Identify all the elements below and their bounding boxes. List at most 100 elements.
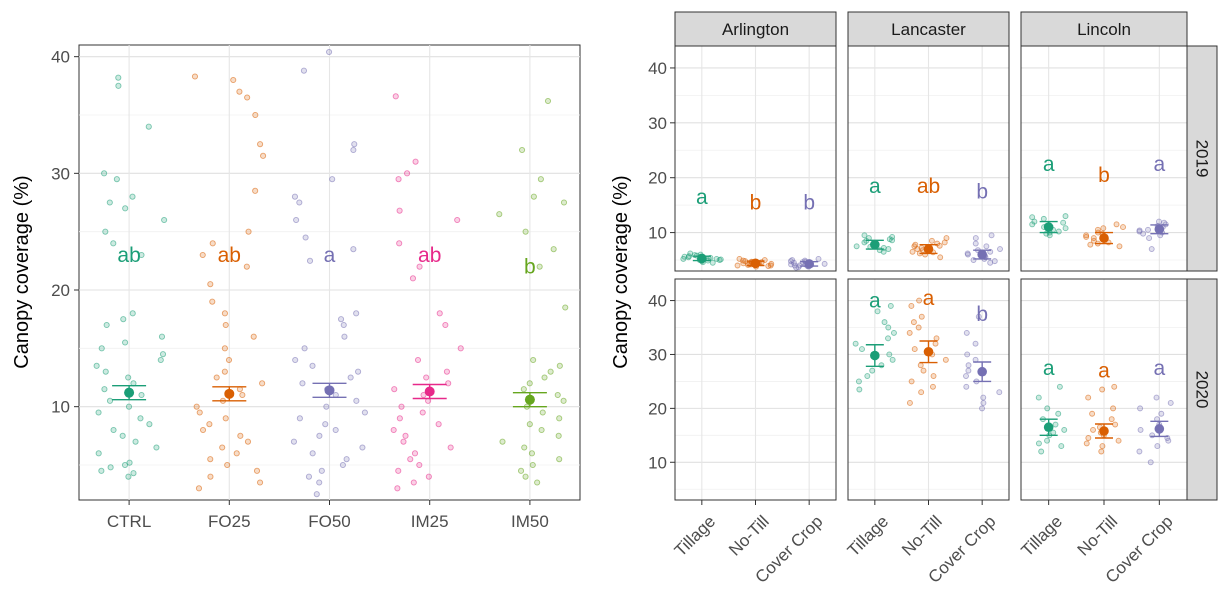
mean-point [1099,426,1109,436]
data-point [983,243,990,250]
data-point [296,199,303,206]
data-point [224,461,231,469]
mean-point [1043,422,1054,433]
data-point [1029,214,1036,221]
mean-point [804,259,814,269]
data-point [355,368,362,375]
data-point [195,485,203,492]
data-point [225,356,233,364]
data-point [409,275,417,282]
data-point [1087,241,1094,248]
data-point [1083,234,1090,240]
facet-strip-label: Lancaster [891,20,966,39]
x-tick-label: Tillage [844,512,892,560]
y-tick-label: 10 [51,398,70,417]
data-point [1110,405,1117,412]
data-point [1167,400,1174,406]
data-point [980,394,987,401]
mean-point [923,244,934,254]
data-point [965,362,972,369]
data-point [556,456,563,463]
mean-point [870,350,880,361]
data-point [988,232,995,239]
data-point [972,340,979,347]
data-point [391,386,398,393]
mean-point [1154,424,1165,434]
mean-point [1154,224,1165,235]
data-point [1099,386,1106,393]
data-point [353,397,360,404]
y-tick-label: 40 [648,59,667,78]
data-point [410,479,417,486]
data-point [332,426,339,434]
data-point [107,464,114,471]
data-point [435,421,442,428]
data-point [316,432,323,439]
data-point [859,346,865,353]
left-gridlines [79,45,580,500]
facet-data-lancaster-2019: a ab b [853,175,1003,266]
y-tick-label: 10 [648,453,667,472]
data-point [222,321,229,329]
data-point [521,444,528,451]
data-point [889,237,896,244]
data-point [343,456,350,463]
data-point [221,310,228,317]
significance-letter: b [524,256,536,279]
data-point [394,485,401,492]
data-point [157,356,164,364]
data-point [917,362,924,369]
data-point [1090,426,1096,433]
data-point [918,313,925,320]
data-point [299,380,306,387]
data-point [316,479,323,486]
data-point [996,389,1003,396]
data-point [245,228,252,235]
significance-letter: a [324,244,336,267]
data-point [555,432,562,439]
data-point [519,146,526,154]
data-point [547,368,554,375]
data-point [1085,394,1092,401]
data-point [414,356,422,364]
data-point [252,111,259,119]
data-point [359,444,366,451]
data-point [209,298,216,305]
data-point [562,304,569,311]
data-point [110,426,117,434]
data-point [402,432,409,439]
data-point [396,207,403,214]
data-point [963,329,970,336]
data-point [526,421,533,428]
data-point [340,321,347,329]
data-point [821,260,828,267]
data-point [928,237,935,244]
data-point [864,373,871,379]
data-point [396,415,403,422]
left-points [93,48,569,498]
y-tick-label: 30 [648,114,667,133]
data-point [1120,224,1126,231]
data-point [145,123,152,130]
data-point [1116,243,1123,250]
data-point [244,438,252,445]
data-point [815,255,822,262]
data-point [1146,235,1153,242]
facet-strip-label: 2020 [1193,371,1212,409]
x-tick-label: FO50 [308,512,351,531]
data-point [1113,221,1120,228]
data-point [161,216,168,224]
data-point [207,473,214,480]
data-point [891,329,897,336]
data-point [680,255,687,262]
data-point [529,461,536,469]
data-point [257,141,264,148]
data-point [221,345,228,352]
data-point [193,403,200,410]
significance-letter: a [1153,153,1165,176]
mean-point [124,387,135,398]
data-point [213,374,220,381]
data-point [496,211,503,218]
data-point [791,262,798,269]
